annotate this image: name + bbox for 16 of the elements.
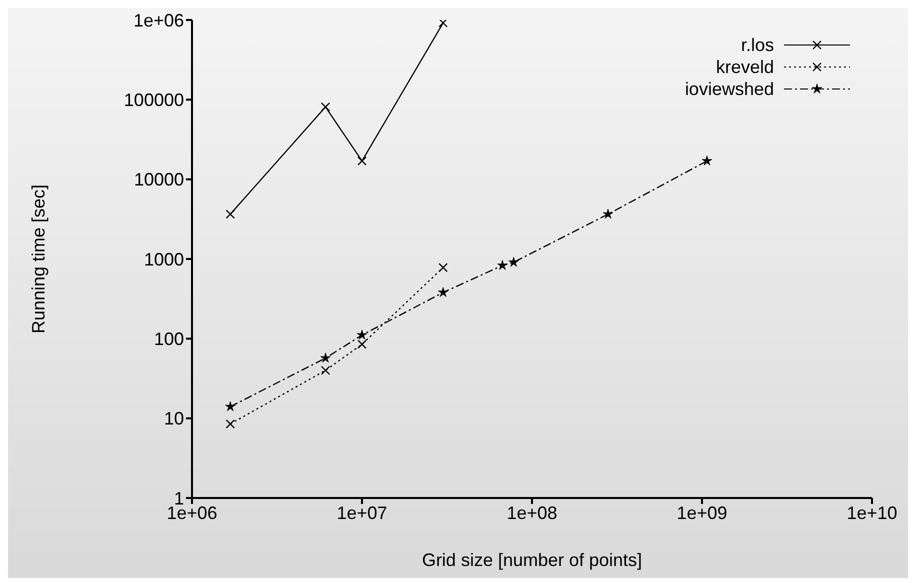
y-tick-label: 1 (174, 488, 184, 508)
y-tick-label: 1000 (144, 249, 184, 270)
y-tick-label: 10 (164, 408, 184, 429)
y-tick-label: 1e+06 (133, 10, 184, 30)
legend-label: r.los (740, 34, 774, 56)
legend-label: ioviewshed (684, 78, 774, 100)
y-tick-label: 100000 (124, 90, 184, 110)
y-tick-label: 10000 (134, 170, 184, 190)
x-tick-label: 1e+08 (506, 502, 558, 523)
y-tick-label: 100 (154, 329, 184, 350)
x-tick-label: 1e+10 (846, 502, 898, 523)
x-axis-title: Grid size [number of points] (422, 550, 642, 570)
legend-label: kreveld (716, 56, 774, 78)
x-tick-label: 1e+09 (676, 502, 728, 523)
y-axis-title: Running time [sec] (28, 184, 48, 334)
x-tick-label: 1e+07 (336, 502, 388, 523)
